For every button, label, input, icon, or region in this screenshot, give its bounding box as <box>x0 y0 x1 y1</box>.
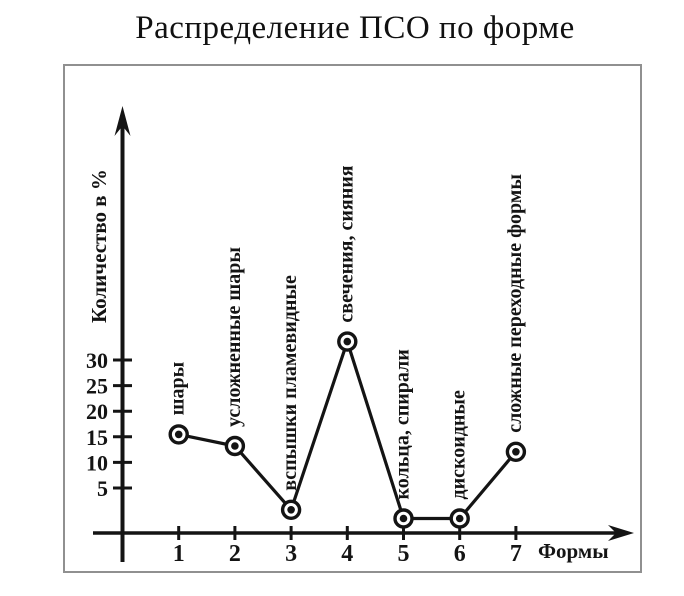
point-label: сложные переходные формы <box>504 174 526 433</box>
y-tick-label: 10 <box>86 450 108 475</box>
y-tick-label: 20 <box>86 399 108 424</box>
data-point-dot <box>287 506 295 514</box>
data-point-dot <box>399 514 408 523</box>
y-axis-arrow-icon <box>114 106 131 136</box>
y-tick-label: 5 <box>97 476 108 501</box>
data-point-dot <box>512 448 520 456</box>
x-tick-label: 7 <box>510 541 522 567</box>
x-axis-title: Формы <box>538 539 609 563</box>
chart-title: Распределение ПСО по форме <box>135 10 575 46</box>
point-label: кольца, спирали <box>392 349 414 499</box>
chart-frame <box>63 64 642 573</box>
y-axis-title: Количество в % <box>87 169 111 323</box>
x-tick-label: 6 <box>454 541 466 567</box>
data-point-dot <box>174 430 183 439</box>
y-tick-label: 15 <box>86 425 108 450</box>
y-tick-label: 25 <box>86 374 108 399</box>
x-axis-arrow-icon <box>608 525 634 541</box>
y-tick-label: 30 <box>86 348 108 373</box>
x-tick-label: 1 <box>173 541 185 567</box>
point-label: усложненные шары <box>223 247 245 427</box>
x-tick-label: 5 <box>398 541 410 567</box>
x-tick-label: 3 <box>285 541 297 567</box>
point-label: вспышки пламевидные <box>279 275 301 491</box>
point-label: свечения, сияния <box>335 165 357 322</box>
data-point-dot <box>343 337 352 346</box>
data-point-dot <box>231 442 239 450</box>
point-label: дискоидные <box>448 390 470 500</box>
point-label: шары <box>167 361 189 415</box>
x-tick-label: 4 <box>341 541 353 567</box>
x-tick-label: 2 <box>229 541 241 567</box>
data-point-dot <box>455 514 464 523</box>
